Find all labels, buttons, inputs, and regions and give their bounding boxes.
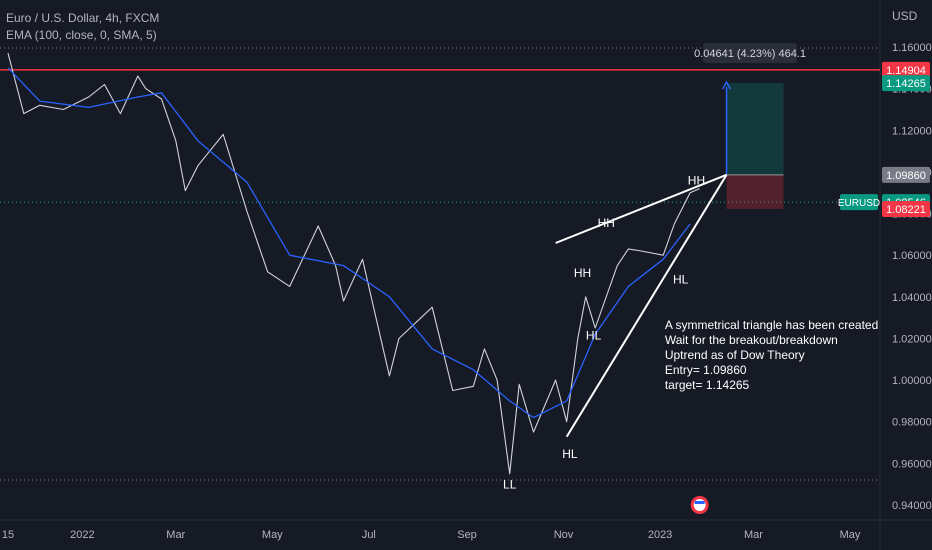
x-tick-label: May bbox=[840, 529, 861, 541]
y-tick-label: 1.16000 bbox=[892, 42, 932, 54]
y-tick-label: 0.96000 bbox=[892, 458, 932, 470]
y-tick-label: 1.12000 bbox=[892, 125, 932, 137]
chart-legend: Euro / U.S. Dollar, 4h, FXCM EMA (100, c… bbox=[6, 10, 159, 44]
analysis-note-line: Entry= 1.09860 bbox=[665, 363, 747, 377]
x-tick-label: Jul bbox=[362, 529, 376, 541]
analysis-note-line: Uptrend as of Dow Theory bbox=[665, 348, 805, 362]
x-tick-label: Mar bbox=[744, 529, 763, 541]
x-tick-label: Mar bbox=[166, 529, 185, 541]
y-tick-label: 0.98000 bbox=[892, 417, 932, 429]
swing-label: HL bbox=[586, 328, 602, 342]
x-tick-label: 2022 bbox=[70, 529, 94, 541]
x-tick-label: Sep bbox=[457, 529, 477, 541]
x-tick-label: Nov bbox=[554, 529, 574, 541]
us-flag-icon-stripe bbox=[694, 501, 705, 504]
swing-label: HH bbox=[574, 266, 591, 280]
analysis-note-line: Wait for the breakout/breakdown bbox=[665, 333, 838, 347]
trendline bbox=[555, 173, 727, 244]
position-profit-zone bbox=[726, 83, 784, 175]
swing-label: LL bbox=[503, 477, 517, 491]
price-label-bg bbox=[882, 75, 930, 92]
price-line bbox=[7, 53, 700, 475]
y-tick-label: 1.06000 bbox=[892, 250, 932, 262]
y-tick-label: 1.02000 bbox=[892, 333, 932, 345]
price-label-bg bbox=[882, 61, 930, 78]
analysis-note-line: A symmetrical triangle has been created bbox=[665, 318, 878, 332]
symbol-tag-bg bbox=[840, 194, 878, 211]
price-label: 1.08221 bbox=[886, 204, 926, 216]
x-tick-label: May bbox=[262, 529, 283, 541]
swing-label: HH bbox=[688, 173, 705, 187]
price-label: 1.14904 bbox=[886, 65, 926, 77]
us-flag-icon-inner bbox=[693, 499, 706, 511]
swing-label: HL bbox=[673, 272, 689, 286]
y-tick-label: 0.94000 bbox=[892, 500, 932, 512]
trendline bbox=[565, 174, 728, 438]
price-label-bg bbox=[882, 166, 930, 183]
analysis-note-line: target= 1.14265 bbox=[665, 378, 750, 392]
chart-title: Euro / U.S. Dollar, 4h, FXCM bbox=[6, 11, 160, 25]
position-label-box bbox=[703, 43, 798, 64]
swing-label: HH bbox=[598, 216, 615, 230]
position-arrow-head bbox=[721, 80, 732, 90]
x-tick-label: 15 bbox=[2, 529, 14, 541]
price-label: 1.09860 bbox=[886, 170, 926, 182]
indicator-label: EMA (100, close, 0, SMA, 5) bbox=[6, 28, 157, 42]
y-tick-label: 1.04000 bbox=[892, 292, 932, 304]
position-loss-zone bbox=[726, 174, 784, 209]
y-tick-label: 1.00000 bbox=[892, 375, 932, 387]
price-label: 1.14265 bbox=[886, 78, 926, 90]
ema-line bbox=[7, 67, 691, 419]
x-tick-label: 2023 bbox=[648, 529, 672, 541]
position-label: 0.04641 (4.23%) 464.1 bbox=[694, 48, 806, 60]
symbol-tag: EURUSD bbox=[838, 198, 880, 209]
price-axis-unit: USD bbox=[892, 9, 918, 23]
swing-label: HL bbox=[562, 447, 578, 461]
price-label-bg bbox=[882, 200, 930, 217]
